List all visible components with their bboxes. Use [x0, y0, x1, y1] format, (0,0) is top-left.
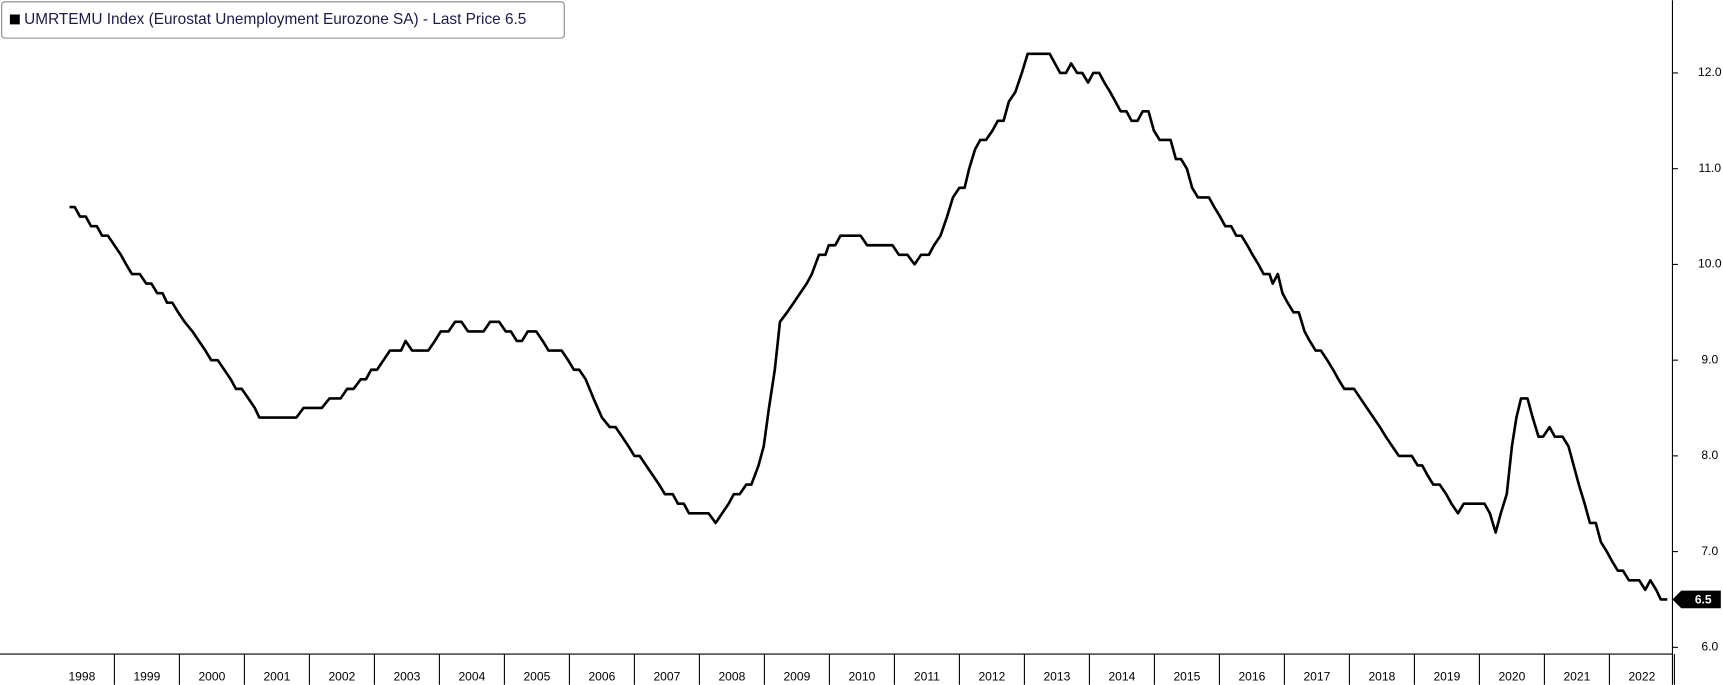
x-tick-label: 2015 [1173, 669, 1200, 683]
x-tick-label: 2000 [198, 669, 225, 683]
line-series [69, 52, 1668, 601]
x-tick-label: 2014 [1108, 669, 1135, 683]
y-tick-label: 10.0 [1698, 257, 1722, 271]
x-tick-label: 1999 [133, 669, 160, 683]
x-tick-label: 2004 [458, 669, 485, 683]
x-tick-label: 1998 [68, 669, 95, 683]
x-tick-label: 2017 [1303, 669, 1330, 683]
badge-shape [1672, 590, 1721, 609]
legend-box [1, 1, 565, 39]
x-tick-label: 2003 [393, 669, 420, 683]
x-tick-label: 2012 [978, 669, 1005, 683]
legend-swatch [9, 14, 20, 25]
legend: UMRTEMU Index (Eurostat Unemployment Eur… [1, 1, 565, 39]
x-tick-label: 2019 [1433, 669, 1460, 683]
x-tick-label: 2002 [328, 669, 355, 683]
last-price-badge: 6.5 [1672, 590, 1721, 609]
x-tick-label: 2006 [588, 669, 615, 683]
badge-label: 6.5 [1695, 593, 1712, 607]
x-tick-label: 2011 [914, 669, 940, 683]
y-tick-label: 8.0 [1701, 448, 1718, 462]
x-tick-label: 2022 [1628, 669, 1655, 683]
x-tick-label: 2010 [848, 669, 875, 683]
x-tick-label: 2007 [653, 669, 680, 683]
y-tick-label: 9.0 [1701, 352, 1718, 366]
x-tick-label: 2013 [1043, 669, 1070, 683]
x-tick-label: 2021 [1563, 669, 1590, 683]
x-tick-label: 2005 [523, 669, 550, 683]
y-tick-label: 7.0 [1701, 544, 1718, 558]
y-tick-label: 12.0 [1698, 65, 1722, 79]
x-tick-label: 2008 [718, 669, 745, 683]
x-tick-label: 2020 [1498, 669, 1525, 683]
x-tick-label: 2009 [783, 669, 810, 683]
x-tick-label: 2016 [1238, 669, 1265, 683]
legend-label: UMRTEMU Index (Eurostat Unemployment Eur… [24, 11, 526, 28]
x-tick-label: 2001 [263, 669, 290, 683]
x-tick-label: 2018 [1368, 669, 1395, 683]
y-tick-label: 11.0 [1699, 161, 1722, 175]
y-tick-label: 6.0 [1701, 640, 1718, 654]
